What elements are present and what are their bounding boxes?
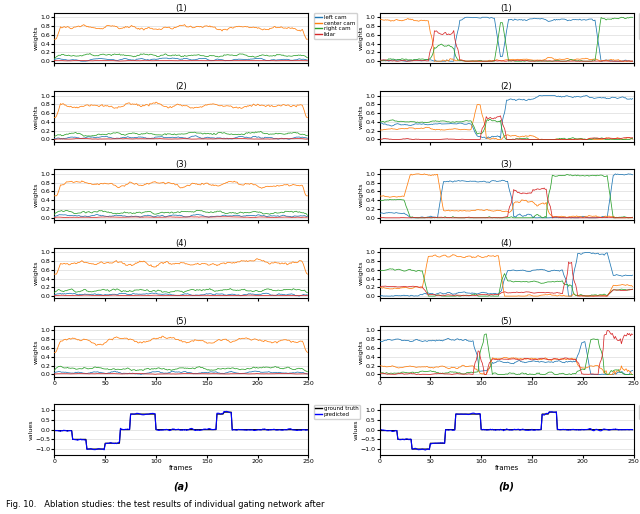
ground truth [523,427,531,433]
Y-axis label: weights: weights [34,339,39,363]
Y-axis label: weights: weights [34,182,39,207]
ground truth [296,427,303,433]
X-axis label: frames: frames [495,466,518,471]
predicted [303,427,311,433]
ground truth [628,427,636,433]
Title: (2): (2) [175,82,188,91]
predicted [51,427,58,433]
Y-axis label: values: values [354,419,359,440]
Line: predicted: predicted [380,412,632,450]
predicted [92,446,100,452]
predicted [376,427,383,433]
Y-axis label: weights: weights [359,104,364,128]
ground truth [545,409,553,415]
ground truth [156,427,164,433]
ground truth [552,409,560,415]
predicted [552,409,560,415]
Y-axis label: weights: weights [34,261,39,285]
Text: Fig. 10.   Ablation studies: the test results of individual gating network after: Fig. 10. Ablation studies: the test resu… [6,500,325,509]
Title: (5): (5) [175,317,188,326]
ground truth [220,409,228,415]
predicted [478,427,486,433]
Text: (a): (a) [173,481,189,491]
Y-axis label: weights: weights [359,339,364,363]
Legend: ground truth, predicted: ground truth, predicted [314,405,360,419]
Line: ground truth: ground truth [380,412,632,449]
predicted [156,427,164,433]
ground truth [481,427,489,433]
predicted [227,410,235,416]
predicted [481,427,489,433]
Line: ground truth: ground truth [54,412,307,449]
Title: (1): (1) [500,4,513,13]
ground truth [478,427,486,433]
Legend: ground truth, predicted: ground truth, predicted [639,405,640,419]
ground truth [198,427,205,433]
ground truth [227,409,235,415]
Y-axis label: weights: weights [359,261,364,285]
ground truth [621,427,628,433]
Text: (b): (b) [499,481,515,491]
Y-axis label: weights: weights [359,26,364,50]
predicted [621,427,628,433]
Title: (1): (1) [175,4,188,13]
predicted [296,427,303,433]
Y-axis label: weights: weights [359,182,364,207]
X-axis label: frames: frames [170,466,193,471]
ground truth [51,428,58,434]
predicted [100,447,108,453]
Title: (4): (4) [175,238,188,248]
Title: (3): (3) [175,160,188,170]
Title: (4): (4) [500,238,513,248]
predicted [198,427,205,433]
ground truth [303,427,311,433]
ground truth [376,428,383,434]
predicted [417,446,425,452]
Title: (5): (5) [500,317,513,326]
ground truth [419,446,426,452]
Legend: left cam, center cam, right cam, lidar: left cam, center cam, right cam, lidar [314,13,356,39]
predicted [523,427,531,433]
ground truth [93,446,101,452]
Title: (2): (2) [500,82,513,91]
predicted [153,427,161,433]
Title: (3): (3) [500,160,513,170]
ground truth [83,446,91,452]
Y-axis label: values: values [29,419,34,440]
predicted [222,408,230,414]
Line: predicted: predicted [54,411,307,450]
predicted [545,409,553,415]
predicted [628,427,636,433]
ground truth [153,427,161,433]
Y-axis label: weights: weights [34,26,39,50]
Y-axis label: weights: weights [34,104,39,128]
Legend: left cam, center cam, right cam, lidar: left cam, center cam, right cam, lidar [639,13,640,39]
predicted [422,447,429,453]
ground truth [408,446,416,452]
